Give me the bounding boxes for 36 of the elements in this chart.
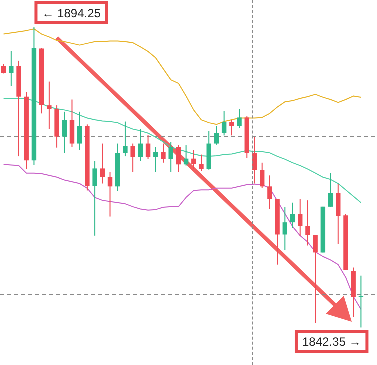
candlestick bbox=[268, 175, 272, 210]
candlestick bbox=[92, 160, 98, 236]
candlestick bbox=[336, 184, 341, 245]
candlestick bbox=[290, 202, 296, 229]
candlestick bbox=[306, 200, 310, 246]
candlestick bbox=[298, 198, 303, 236]
candlestick bbox=[9, 50, 14, 87]
candlestick bbox=[313, 234, 318, 324]
candlestick bbox=[222, 110, 227, 136]
candlestick bbox=[328, 172, 334, 208]
candlestick bbox=[47, 81, 52, 130]
candlestick bbox=[192, 150, 196, 170]
candlestick bbox=[123, 121, 128, 158]
candlestick bbox=[168, 142, 174, 173]
text: 1842.35 → bbox=[302, 335, 362, 350]
candlestick bbox=[1, 64, 6, 74]
candlestick bbox=[214, 126, 220, 146]
candlestick bbox=[237, 108, 242, 129]
candlestick bbox=[154, 146, 158, 173]
candlestick bbox=[100, 143, 106, 184]
candlestick bbox=[358, 275, 364, 328]
candlestick bbox=[70, 99, 75, 148]
candlestick bbox=[260, 162, 265, 189]
candlestick bbox=[130, 143, 136, 173]
candlestick bbox=[138, 128, 144, 162]
candlestick bbox=[282, 207, 288, 251]
candlestick bbox=[62, 111, 67, 154]
candlestick bbox=[230, 120, 234, 136]
candlestick bbox=[161, 143, 166, 164]
candlestick bbox=[199, 154, 204, 172]
text: ← 1894.25 bbox=[42, 6, 102, 20]
candlestick bbox=[77, 111, 82, 151]
candlestick bbox=[176, 145, 182, 173]
candlestick bbox=[184, 145, 189, 166]
candlestick bbox=[146, 134, 151, 160]
candlestick bbox=[108, 172, 113, 218]
